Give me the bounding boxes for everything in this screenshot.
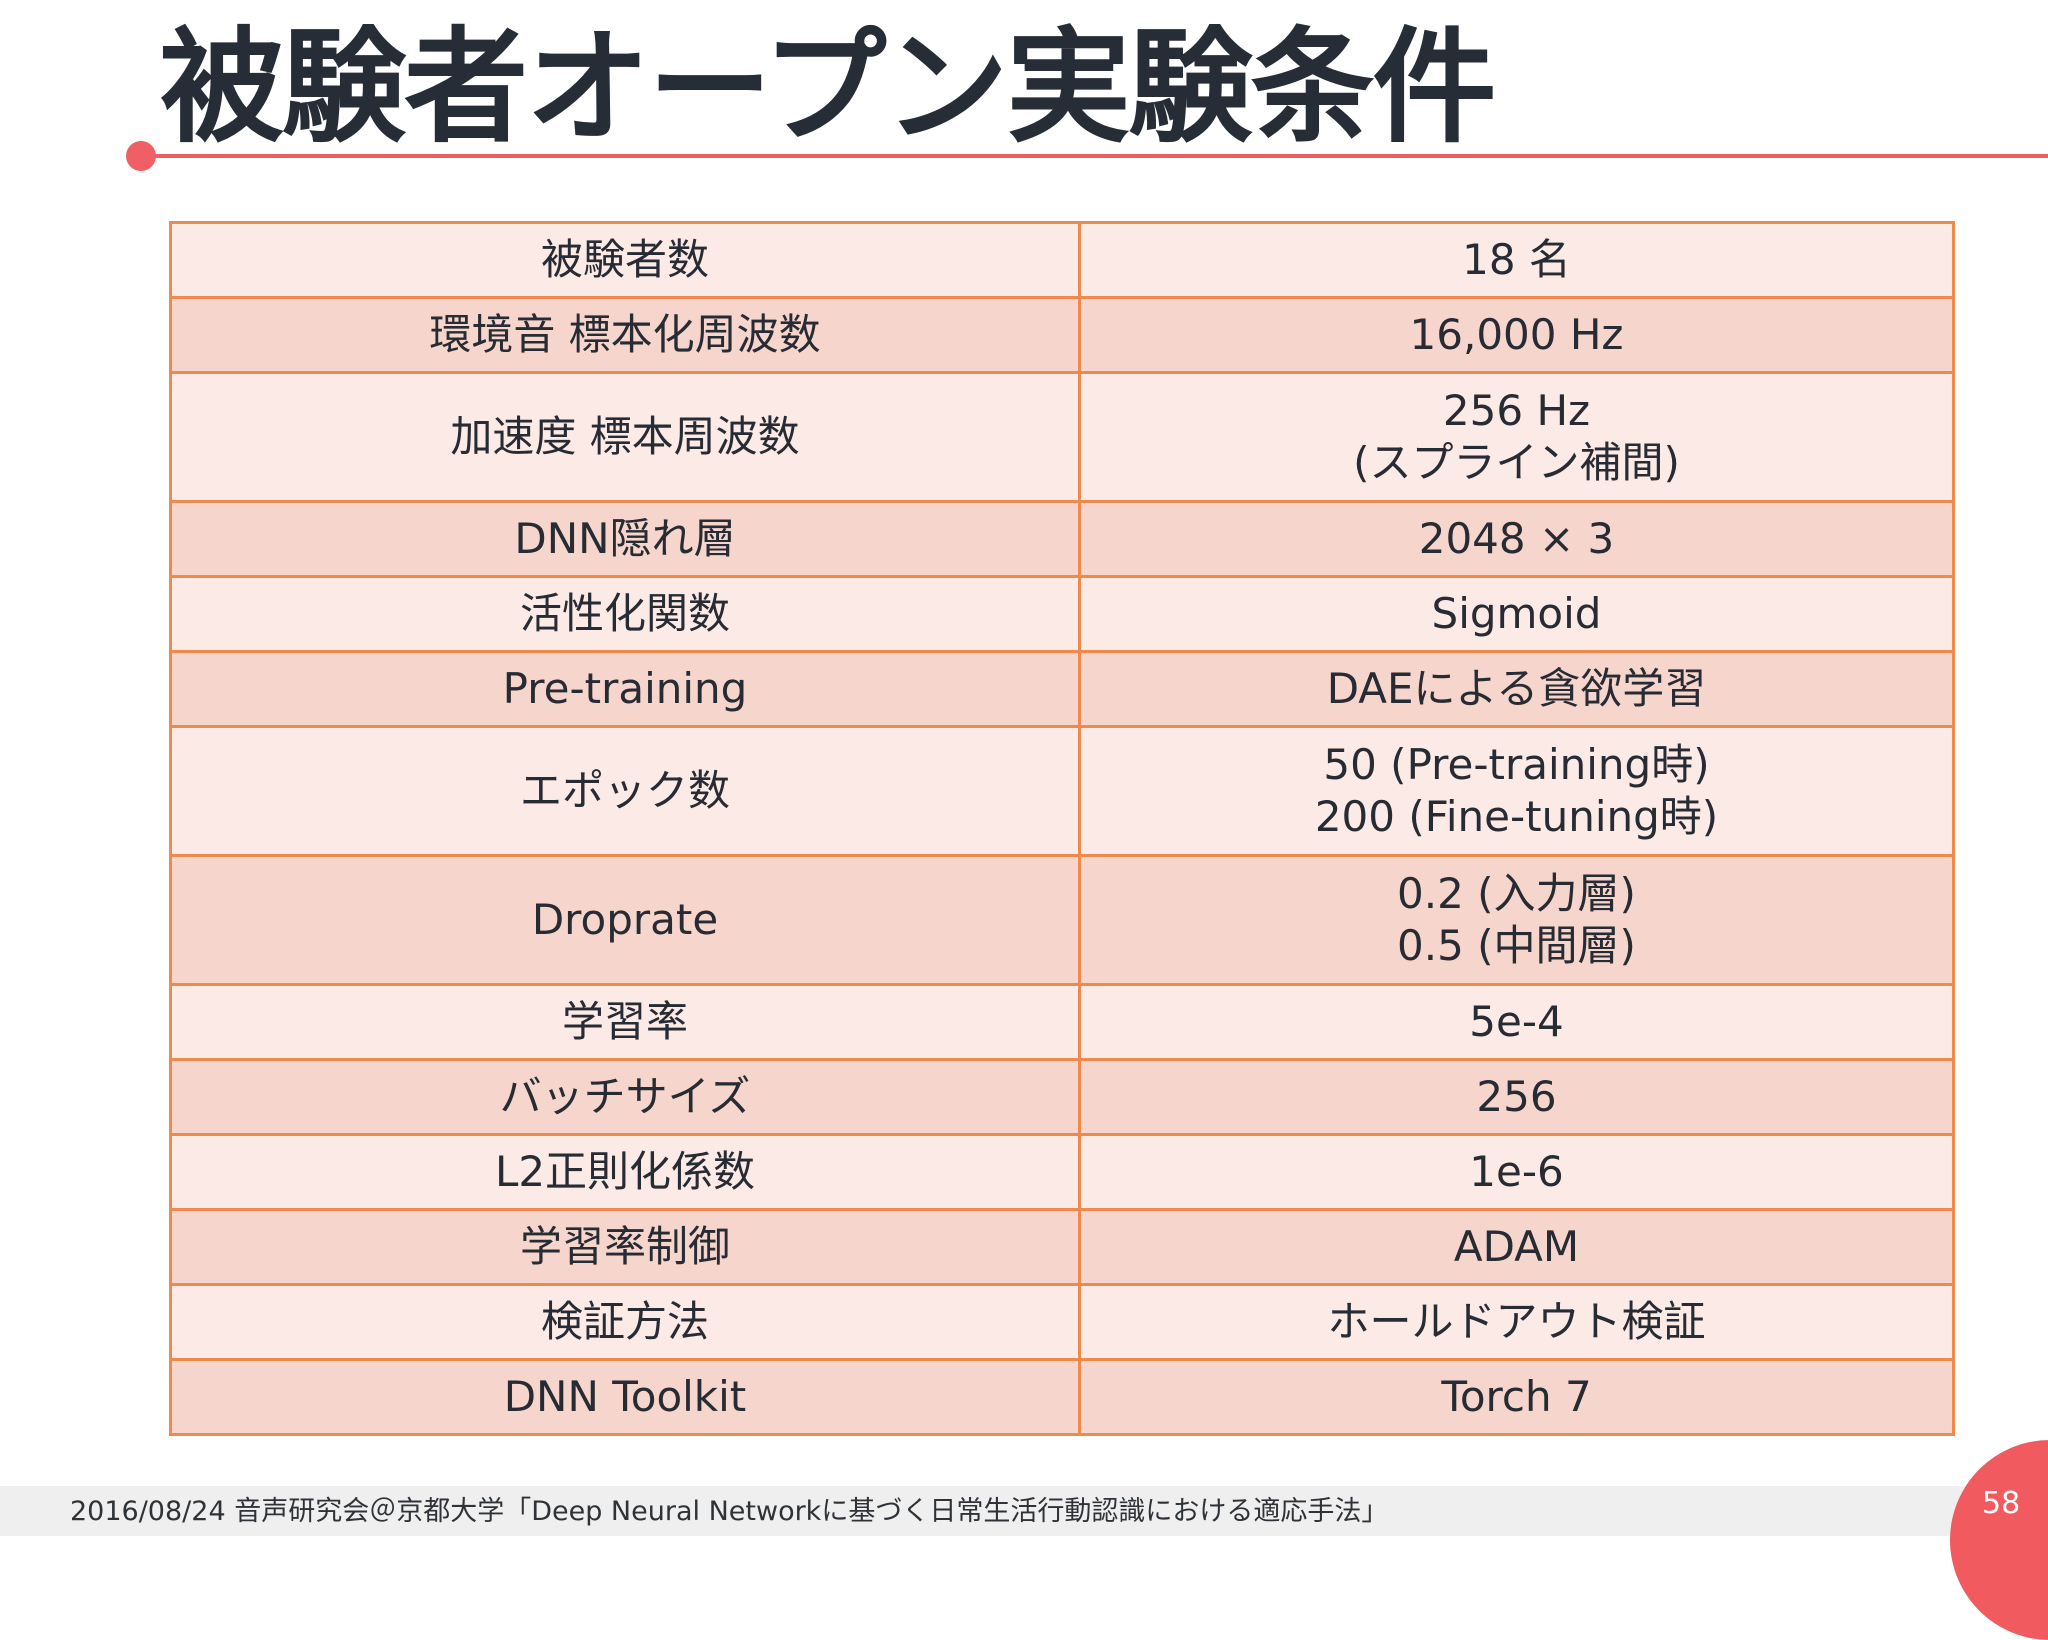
page-number-badge [1950, 1440, 2048, 1640]
row-value-line: 18 名 [1462, 235, 1571, 284]
row-value-line: 256 [1476, 1072, 1557, 1121]
table-row: 環境音 標本化周波数 16,000 Hz [169, 296, 1955, 374]
row-value-line: (スプライン補間) [1353, 438, 1680, 487]
footer-bar [0, 1486, 2048, 1536]
row-label: 学習率 [169, 983, 1081, 1061]
title-bullet-dot [126, 141, 156, 171]
table-row: 学習率 5e-4 [169, 983, 1955, 1061]
experiment-conditions-table: 被験者数 18 名 環境音 標本化周波数 16,000 Hz 加速度 標本周波数… [169, 221, 1955, 1436]
table-row: エポック数 50 (Pre-training時) 200 (Fine-tunin… [169, 725, 1955, 857]
row-value-line: 256 Hz [1442, 386, 1591, 435]
row-value-line: Torch 7 [1441, 1372, 1592, 1421]
table-row: 活性化関数 Sigmoid [169, 575, 1955, 653]
row-value: ADAM [1078, 1208, 1955, 1286]
row-label: DNN Toolkit [169, 1358, 1081, 1436]
title-underline [140, 154, 2048, 158]
row-value: 2048 × 3 [1078, 500, 1955, 578]
row-label: 環境音 標本化周波数 [169, 296, 1081, 374]
row-value: 0.2 (入力層) 0.5 (中間層) [1078, 854, 1955, 986]
row-value: Sigmoid [1078, 575, 1955, 653]
row-value-line: 1e-6 [1469, 1147, 1564, 1196]
row-label: 加速度 標本周波数 [169, 371, 1081, 503]
row-label: バッチサイズ [169, 1058, 1081, 1136]
row-label: 被験者数 [169, 221, 1081, 299]
footer-citation: 2016/08/24 音声研究会＠京都大学「Deep Neural Networ… [70, 1496, 1389, 1527]
table-row: Pre-training DAEによる貪欲学習 [169, 650, 1955, 728]
row-label: エポック数 [169, 725, 1081, 857]
row-value-line: 0.2 (入力層) [1397, 869, 1636, 918]
table-row: DNN隠れ層 2048 × 3 [169, 500, 1955, 578]
table-row: 加速度 標本周波数 256 Hz (スプライン補間) [169, 371, 1955, 503]
row-value-line: ADAM [1453, 1222, 1580, 1271]
row-value: DAEによる貪欲学習 [1078, 650, 1955, 728]
row-value: 16,000 Hz [1078, 296, 1955, 374]
row-value: 256 Hz (スプライン補間) [1078, 371, 1955, 503]
row-value-line: 200 (Fine-tuning時) [1314, 792, 1719, 841]
row-label: 活性化関数 [169, 575, 1081, 653]
table-row: DNN Toolkit Torch 7 [169, 1358, 1955, 1436]
row-value: 1e-6 [1078, 1133, 1955, 1211]
row-value-line: Sigmoid [1431, 589, 1602, 638]
row-value-line: 50 (Pre-training時) [1323, 740, 1710, 789]
row-label: DNN隠れ層 [169, 500, 1081, 578]
row-value: ホールドアウト検証 [1078, 1283, 1955, 1361]
row-value-line: DAEによる貪欲学習 [1326, 664, 1707, 713]
row-label: Pre-training [169, 650, 1081, 728]
row-value: 256 [1078, 1058, 1955, 1136]
row-value-line: 0.5 (中間層) [1397, 921, 1636, 970]
row-value: Torch 7 [1078, 1358, 1955, 1436]
table-row: Droprate 0.2 (入力層) 0.5 (中間層) [169, 854, 1955, 986]
table-row: L2正則化係数 1e-6 [169, 1133, 1955, 1211]
row-value-line: 5e-4 [1469, 997, 1564, 1046]
row-label: 学習率制御 [169, 1208, 1081, 1286]
page-number: 58 [1982, 1486, 2021, 1521]
row-value-line: ホールドアウト検証 [1327, 1297, 1706, 1346]
table-row: 学習率制御 ADAM [169, 1208, 1955, 1286]
row-label: 検証方法 [169, 1283, 1081, 1361]
row-label: L2正則化係数 [169, 1133, 1081, 1211]
table-row: バッチサイズ 256 [169, 1058, 1955, 1136]
row-value-line: 2048 × 3 [1418, 514, 1615, 563]
slide-title: 被験者オープン実験条件 [160, 16, 1497, 160]
table-row: 被験者数 18 名 [169, 221, 1955, 299]
row-value-line: 16,000 Hz [1409, 310, 1624, 359]
row-value: 50 (Pre-training時) 200 (Fine-tuning時) [1078, 725, 1955, 857]
row-value: 18 名 [1078, 221, 1955, 299]
row-label: Droprate [169, 854, 1081, 986]
table-row: 検証方法 ホールドアウト検証 [169, 1283, 1955, 1361]
row-value: 5e-4 [1078, 983, 1955, 1061]
